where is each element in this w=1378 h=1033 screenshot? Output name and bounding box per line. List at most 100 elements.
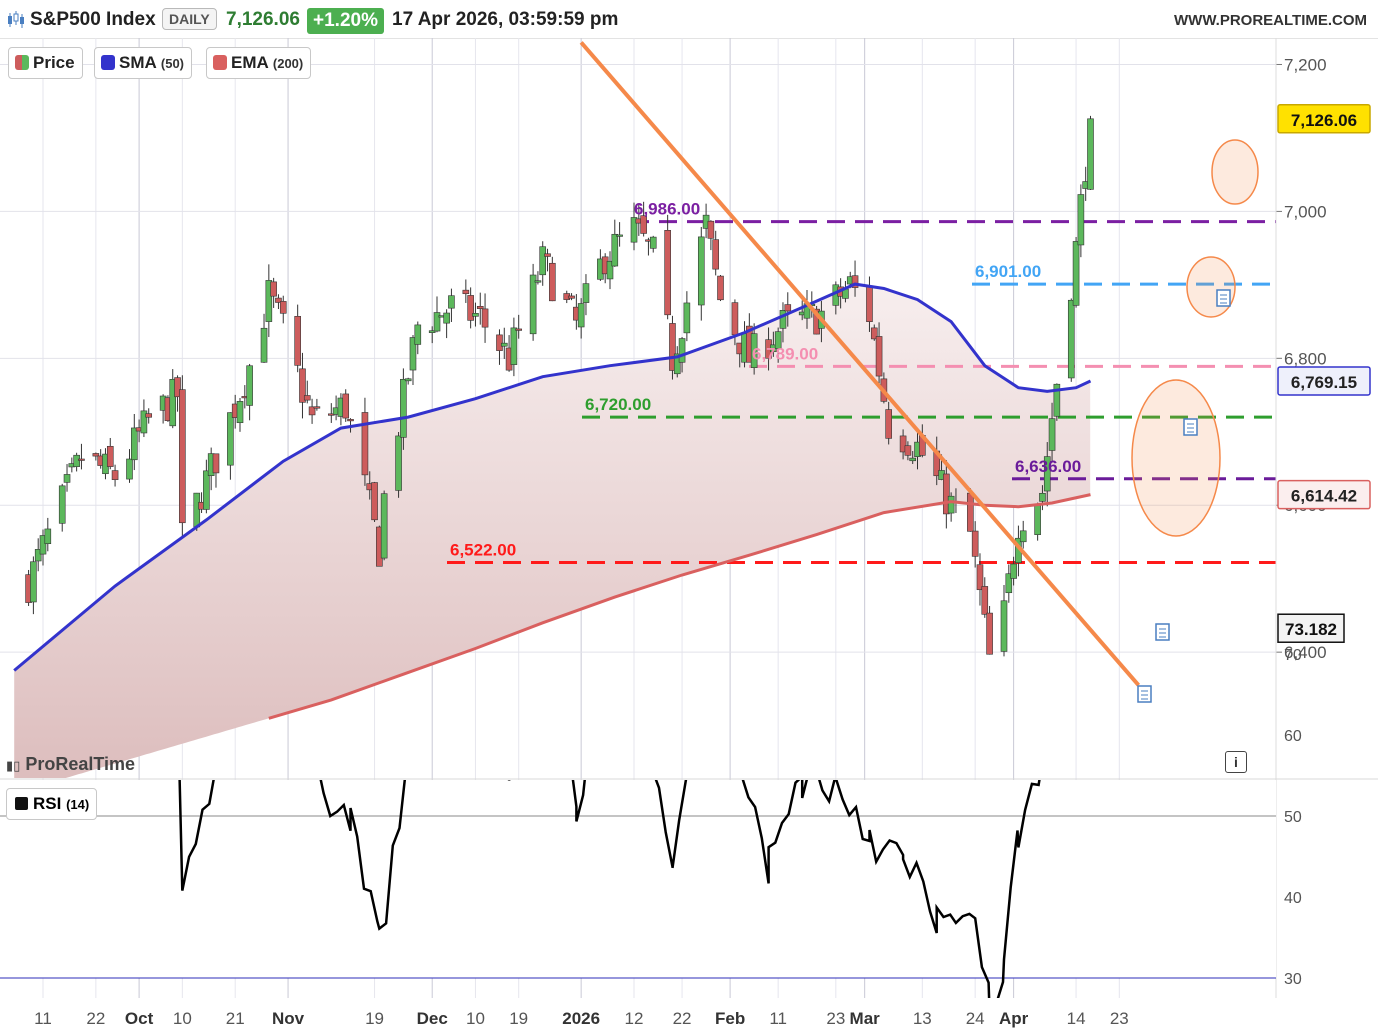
candle-body	[976, 564, 984, 591]
rsi-axis: 30 40 50 60 70	[1284, 647, 1302, 988]
rsi-panel	[0, 780, 1276, 998]
note-icons	[1137, 289, 1231, 703]
candle-body	[549, 262, 556, 302]
candle-body	[246, 365, 253, 406]
legend-ema[interactable]: EMA (200)	[206, 47, 312, 79]
candle-body	[260, 327, 268, 363]
candle-body	[669, 323, 676, 371]
time-tick-label: 19	[365, 1009, 384, 1028]
rsi-bg	[0, 780, 1276, 978]
candle-body	[179, 389, 186, 524]
candle-body	[707, 220, 715, 239]
time-axis: 11 22 Oct 10 21 Nov 19 Dec 10 19 2026 12 22 Feb 11 23 Ma…	[34, 1009, 1129, 1028]
highlight-ellipses	[1131, 139, 1259, 537]
timeframe-button[interactable]: DAILY	[162, 8, 217, 30]
candle-body	[971, 530, 979, 557]
candle-body	[58, 485, 66, 524]
candle-body	[673, 353, 681, 375]
brand-candles-icon: ▮▯	[6, 758, 21, 773]
horizontal-levels	[447, 220, 1276, 565]
time-tick-label: Mar	[850, 1009, 881, 1028]
time-tick-label: 23	[826, 1009, 845, 1028]
candle-body	[534, 280, 542, 283]
legend-sma[interactable]: SMA (50)	[94, 47, 193, 79]
candle-body	[414, 324, 422, 345]
candle-body	[39, 535, 47, 555]
ema-value-badge-bg	[1277, 479, 1371, 510]
sma-value-badge: 6,769.15	[1291, 373, 1357, 392]
candle-body	[649, 236, 657, 249]
candle-body	[967, 492, 974, 532]
candle-body	[433, 312, 441, 332]
candle-body	[78, 458, 85, 461]
instrument-title[interactable]: S&P500 Index	[30, 9, 156, 30]
candle-body	[1077, 194, 1085, 246]
note-icon-body	[1155, 623, 1170, 641]
brand-label: ProRealTime	[25, 754, 136, 774]
candle-body	[1000, 600, 1008, 652]
rsi-legend[interactable]: RSI (14)	[6, 788, 98, 820]
candle-body	[275, 297, 282, 303]
website-link[interactable]: WWW.PROREALTIME.COM	[1174, 12, 1368, 29]
time-tick-label: 13	[913, 1009, 932, 1028]
candle-body	[899, 435, 907, 453]
info-icon[interactable]: i	[1225, 751, 1247, 773]
candle-body	[616, 234, 623, 237]
candle-body	[885, 409, 892, 439]
rsi-tick-label: 30	[1284, 971, 1302, 988]
candle-body	[779, 310, 787, 329]
time-tick-label: 24	[966, 1009, 985, 1028]
legend-price[interactable]: Price	[8, 47, 83, 79]
time-tick-label: Apr	[999, 1009, 1029, 1028]
candle-body	[481, 308, 489, 328]
candle-body	[981, 586, 989, 615]
time-tick-label: Feb	[715, 1009, 745, 1028]
candle-body	[63, 474, 71, 483]
candle-body	[294, 316, 301, 366]
candle-body	[640, 215, 647, 234]
candle-body	[717, 275, 724, 301]
time-tick-label: 19	[509, 1009, 528, 1028]
candle-body	[1048, 418, 1056, 451]
candle-body	[299, 368, 306, 403]
candle-body	[270, 281, 277, 297]
candle-body	[510, 327, 518, 365]
candle-body	[496, 334, 503, 351]
price-chart[interactable]: 6,986.00 6,901.00 6,789.00 6,720.00 6,636.00…	[0, 38, 1378, 1033]
candle-body	[664, 230, 671, 316]
note-icon-body	[1137, 685, 1152, 703]
candle-body	[515, 328, 522, 331]
candle-body	[1005, 573, 1013, 594]
candle-body	[875, 336, 883, 377]
price-tick-label: 7,200	[1284, 55, 1327, 74]
candle-body	[500, 342, 508, 347]
rsi-tick-label: 50	[1284, 809, 1302, 826]
note-icon	[1137, 685, 1152, 703]
candle-body	[395, 435, 402, 491]
level-label: 6,986.00	[634, 200, 700, 219]
candle-body	[227, 412, 234, 466]
sma-ema-cloud	[14, 284, 1091, 778]
last-price: 7,126.06	[226, 9, 300, 30]
candle-body	[774, 331, 782, 349]
rsi-badge-bg	[1277, 613, 1345, 643]
candle-body	[568, 295, 575, 299]
downtrend-line[interactable]	[579, 41, 1141, 687]
candle-body	[308, 406, 316, 416]
candle-body	[697, 236, 705, 306]
time-tick-label: 10	[466, 1009, 485, 1028]
highlight-ellipse	[1186, 256, 1236, 318]
candle-body	[462, 289, 470, 295]
legend-sma-period: (50)	[160, 56, 185, 71]
time-tick-label: 14	[1067, 1009, 1086, 1028]
chart-header: S&P500 Index DAILY 7,126.06 +1.20% 17 Ap…	[0, 0, 1378, 39]
time-tick-label: 11	[34, 1009, 52, 1028]
level-labels: 6,986.00 6,901.00 6,789.00 6,720.00 6,636.00…	[450, 200, 1081, 560]
candle-body	[544, 253, 551, 257]
candle-body	[169, 378, 177, 427]
note-icon	[1183, 418, 1198, 436]
candle-body	[851, 275, 859, 288]
candle-body	[472, 313, 479, 317]
sma-50-line	[13, 282, 1092, 672]
level-label: 6,522.00	[450, 541, 516, 560]
